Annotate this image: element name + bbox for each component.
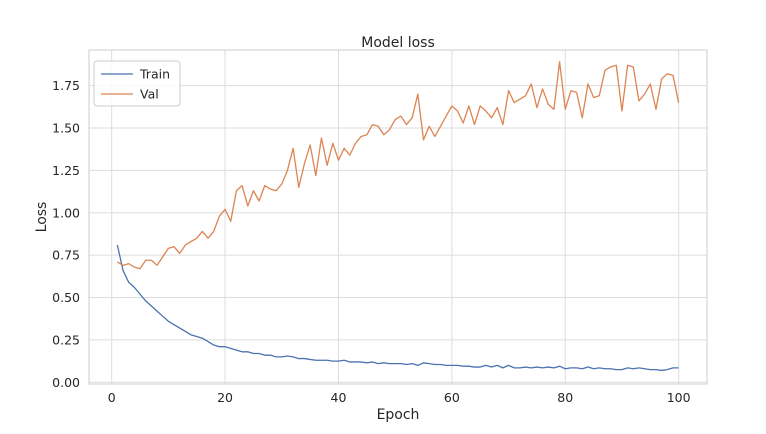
chart-title: Model loss <box>361 35 435 51</box>
grid <box>89 50 707 384</box>
x-tick-label: 20 <box>217 390 233 405</box>
series-lines <box>116 61 680 372</box>
y-tick-label: 1.75 <box>52 78 80 93</box>
y-axis-label: Loss <box>34 202 50 233</box>
plot-background <box>89 50 707 384</box>
legend-box <box>93 60 181 107</box>
y-tick-label: 1.50 <box>52 120 80 135</box>
legend: Train Val <box>93 60 181 107</box>
x-tick-label: 0 <box>108 390 116 405</box>
series-line-train <box>116 244 679 372</box>
y-tick-label: 0.50 <box>52 290 80 305</box>
y-tick-label: 0.25 <box>52 332 80 347</box>
y-tick-label: 0.00 <box>52 375 80 390</box>
y-tick-label: 1.25 <box>52 163 80 178</box>
plot-frame <box>88 49 708 385</box>
y-tick-label: 0.75 <box>52 248 80 263</box>
x-tick-label: 60 <box>444 390 460 405</box>
y-tick-labels: 0.00 0.25 0.50 0.75 1.00 1.25 1.50 1.75 <box>52 78 80 390</box>
y-tick-label: 1.00 <box>52 205 80 220</box>
x-tick-label: 80 <box>557 390 573 405</box>
legend-label-train: Train <box>139 67 170 82</box>
x-tick-labels: 0 20 40 60 80 100 <box>108 390 691 405</box>
legend-label-val: Val <box>140 87 159 102</box>
x-tick-label: 100 <box>667 390 691 405</box>
x-axis-label: Epoch <box>377 407 420 423</box>
series-line-val <box>117 61 680 270</box>
x-tick-label: 40 <box>331 390 347 405</box>
